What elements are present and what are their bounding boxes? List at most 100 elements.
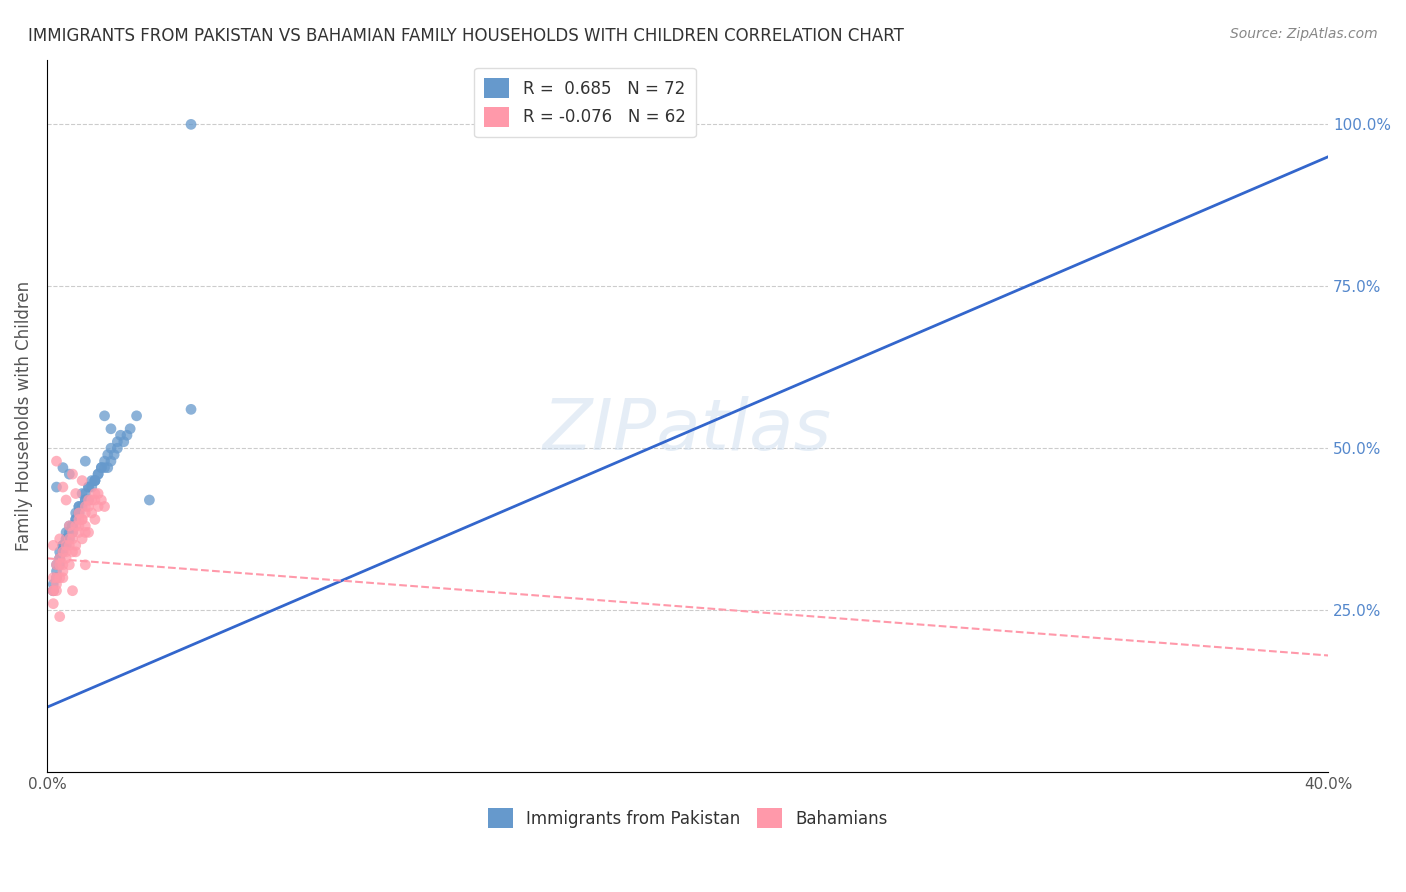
Point [105,434,128,449]
Point [55,493,77,508]
Point [77,480,100,494]
Point [80,506,103,520]
Point [90,460,112,475]
Point [58,519,80,533]
Point [42,597,65,611]
Point [84,512,107,526]
Point [65,512,87,526]
Point [55,538,77,552]
Point [58,558,80,572]
Point [80,474,103,488]
Point [75,493,97,508]
Point [58,525,80,540]
Point [45,564,67,578]
Point [62,519,84,533]
Point [77,500,100,514]
Point [48,551,70,566]
Point [77,493,100,508]
Point [93,460,115,475]
Point [87,486,110,500]
Point [58,467,80,482]
Point [45,571,67,585]
Point [84,474,107,488]
Point [65,486,87,500]
Point [62,583,84,598]
Point [48,532,70,546]
Point [70,512,93,526]
Point [75,525,97,540]
Point [48,558,70,572]
Point [84,486,107,500]
Point [62,525,84,540]
Point [42,538,65,552]
Point [52,545,75,559]
Point [87,467,110,482]
Point [67,506,90,520]
Point [105,441,128,455]
Point [115,428,138,442]
Point [67,506,90,520]
Point [70,532,93,546]
Point [48,571,70,585]
Point [100,441,122,455]
Point [80,480,103,494]
Point [67,519,90,533]
Point [67,525,90,540]
Point [120,422,142,436]
Point [62,519,84,533]
Point [45,571,67,585]
Point [42,583,65,598]
Point [90,460,112,475]
Point [77,525,100,540]
Point [45,583,67,598]
Point [52,564,75,578]
Point [97,460,120,475]
Point [55,525,77,540]
Point [62,467,84,482]
Point [110,428,132,442]
Point [52,538,75,552]
Point [58,532,80,546]
Point [84,474,107,488]
Point [55,545,77,559]
Point [70,474,93,488]
Point [62,519,84,533]
Point [45,577,67,591]
Point [100,422,122,436]
Point [55,551,77,566]
Point [103,448,125,462]
Point [62,525,84,540]
Point [42,571,65,585]
Point [75,493,97,508]
Point [75,519,97,533]
Point [65,512,87,526]
Point [90,493,112,508]
Point [67,500,90,514]
Point [52,571,75,585]
Point [62,545,84,559]
Point [180,117,202,131]
Point [180,402,202,417]
Point [58,519,80,533]
Point [75,500,97,514]
Point [65,519,87,533]
Point [67,506,90,520]
Point [75,558,97,572]
Point [93,454,115,468]
Point [58,532,80,546]
Point [93,500,115,514]
Point [75,506,97,520]
Point [112,434,135,449]
Point [75,486,97,500]
Point [84,493,107,508]
Point [55,532,77,546]
Point [87,467,110,482]
Point [65,538,87,552]
Point [55,538,77,552]
Point [125,409,148,423]
Point [97,448,120,462]
Point [100,454,122,468]
Point [52,538,75,552]
Point [70,500,93,514]
Point [45,571,67,585]
